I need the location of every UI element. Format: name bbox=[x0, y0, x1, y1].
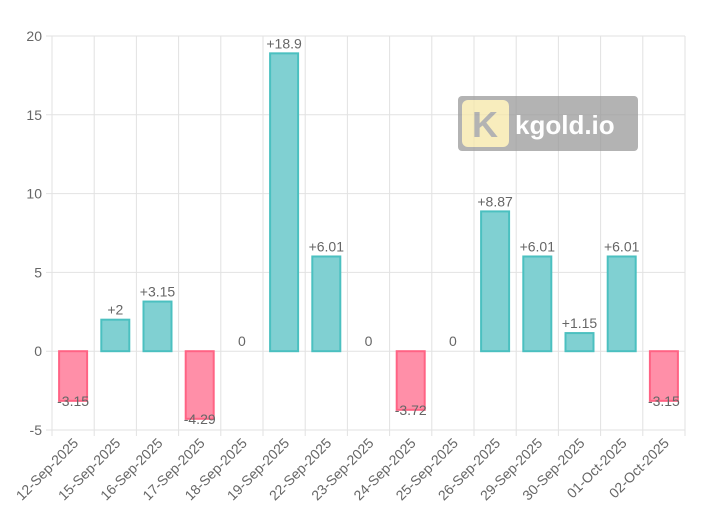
y-tick-label: 20 bbox=[26, 28, 42, 44]
bar bbox=[480, 210, 511, 353]
y-tick-label: 5 bbox=[34, 264, 42, 280]
bar bbox=[58, 350, 89, 402]
y-tick-label: 0 bbox=[34, 343, 42, 359]
watermark-text: kgold.io bbox=[515, 110, 615, 140]
bar bbox=[522, 255, 553, 353]
watermark-logo-letter: K bbox=[472, 104, 498, 145]
data-label: +1.15 bbox=[562, 315, 598, 331]
bar bbox=[564, 332, 595, 353]
data-label: +8.87 bbox=[477, 193, 513, 209]
y-tick-label: 15 bbox=[26, 107, 42, 123]
data-label: 0 bbox=[365, 333, 373, 349]
bar bbox=[269, 52, 300, 353]
y-tick-label: -5 bbox=[30, 422, 43, 438]
data-label: -4.29 bbox=[184, 411, 216, 427]
bar bbox=[184, 350, 215, 420]
bar bbox=[100, 318, 131, 353]
data-label: +3.15 bbox=[140, 284, 176, 300]
data-label: 0 bbox=[449, 333, 457, 349]
y-tick-label: 10 bbox=[26, 186, 42, 202]
bar bbox=[311, 255, 342, 353]
bar bbox=[606, 255, 637, 353]
grid-lines bbox=[46, 35, 686, 436]
data-label: 0 bbox=[238, 333, 246, 349]
data-label: +6.01 bbox=[309, 238, 345, 254]
bars bbox=[58, 52, 679, 420]
bar bbox=[142, 300, 173, 353]
watermark: K kgold.io bbox=[458, 96, 638, 151]
bar bbox=[648, 350, 679, 402]
y-axis-ticks: -5 0 5 10 15 20 bbox=[26, 28, 42, 438]
data-label: -3.15 bbox=[57, 393, 89, 409]
data-label: +6.01 bbox=[604, 238, 640, 254]
data-label: -3.15 bbox=[648, 393, 680, 409]
watermark-logo-box bbox=[462, 100, 509, 147]
data-label: +6.01 bbox=[520, 238, 556, 254]
data-label: +2 bbox=[107, 302, 123, 318]
data-labels: -3.15 +2 +3.15 -4.29 0 +18.9 +6.01 0 -3.72 0 +8.87… bbox=[57, 35, 680, 426]
bar bbox=[395, 350, 426, 411]
data-label: -3.72 bbox=[395, 402, 427, 418]
x-axis-ticks: 12-Sep-202515-Sep-202516-Sep-202517-Sep-… bbox=[13, 435, 673, 504]
data-label: +18.9 bbox=[266, 35, 302, 51]
